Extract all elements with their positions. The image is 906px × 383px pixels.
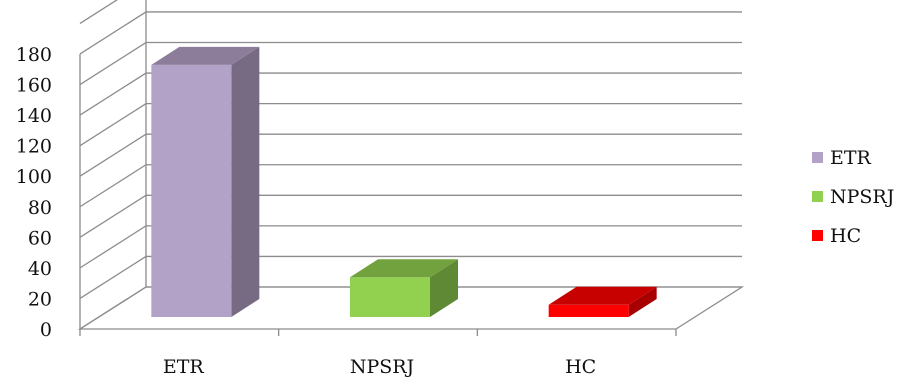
bar-etr [151,46,260,317]
y-tick-label: 160 [16,75,52,97]
y-tick-label: 100 [16,166,52,188]
category-label-hc: HC [565,356,596,378]
category-label-npsrj: NPSRJ [350,356,414,378]
category-label-etr: ETR [163,356,205,378]
y-tick-label: 20 [28,288,52,310]
legend-label: ETR [830,147,872,169]
legend-label: HC [830,225,861,247]
bar-npsrj [350,259,458,317]
y-tick-label: 140 [16,105,52,127]
legend-entry-hc: HC [812,225,861,247]
y-tick-labels: 0 20 40 60 80 100 120 140 160 180 [16,44,52,341]
category-labels: ETR NPSRJ HC [163,356,596,378]
y-tick-label: 120 [16,136,52,158]
axes [77,0,745,336]
bar-hc [548,286,657,317]
legend-entry-npsrj: NPSRJ [812,186,894,208]
legend-swatch [812,152,823,163]
legend: ETR NPSRJ HC [812,147,894,247]
legend-swatch [812,191,823,202]
y-tick-label: 0 [40,319,52,341]
y-tick-label: 180 [16,44,52,66]
y-tick-label: 40 [28,258,52,280]
legend-entry-etr: ETR [812,147,872,169]
gridline [79,0,118,24]
legend-swatch [812,230,823,241]
y-tick-label: 60 [28,227,52,249]
y-tick-label: 80 [28,197,52,219]
legend-label: NPSRJ [830,186,894,208]
bars [151,46,657,317]
